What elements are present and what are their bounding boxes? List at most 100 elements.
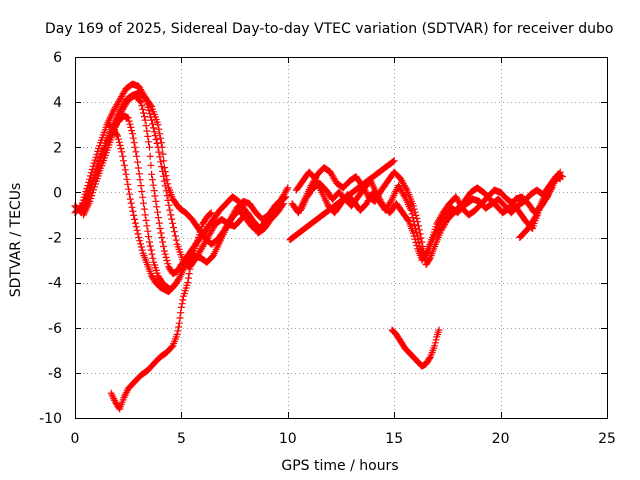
data-point-marker xyxy=(168,343,176,351)
data-point-marker xyxy=(169,219,177,227)
data-point-marker xyxy=(160,243,167,250)
data-point-marker xyxy=(165,201,173,209)
data-point-marker xyxy=(189,254,196,262)
data-point-marker xyxy=(142,216,150,224)
y-tick-label: 6 xyxy=(53,50,62,66)
data-point-marker xyxy=(168,215,176,223)
data-point-marker xyxy=(411,221,419,229)
data-point-marker xyxy=(123,175,131,183)
data-point-marker xyxy=(152,136,160,143)
data-point-marker xyxy=(124,114,132,122)
data-point-marker xyxy=(409,229,417,237)
data-point-marker xyxy=(154,208,162,216)
data-point-marker xyxy=(177,303,185,311)
data-point-marker xyxy=(125,185,133,193)
data-point-marker xyxy=(138,102,146,110)
y-tick-label: 4 xyxy=(53,95,62,111)
data-point-marker xyxy=(135,234,143,241)
data-point-marker xyxy=(149,254,157,262)
data-point-marker xyxy=(157,229,165,237)
data-point-marker xyxy=(284,184,292,192)
data-point-marker xyxy=(160,157,168,165)
data-point-marker xyxy=(147,161,155,169)
data-point-marker xyxy=(412,239,420,246)
y-tick-label: 0 xyxy=(53,185,62,201)
data-point-marker xyxy=(137,240,144,248)
data-point-marker xyxy=(148,170,156,178)
data-point-marker xyxy=(149,181,157,189)
data-point-marker xyxy=(119,152,127,160)
data-point-marker xyxy=(157,139,165,147)
data-point-marker xyxy=(130,211,138,219)
data-point-marker xyxy=(156,225,164,232)
data-point-marker xyxy=(141,116,149,124)
data-point-marker xyxy=(426,255,433,263)
data-point-marker xyxy=(157,134,164,142)
data-point-marker xyxy=(133,152,141,160)
data-point-marker xyxy=(164,260,172,268)
series-arc-e-descending xyxy=(105,121,177,296)
data-point-marker xyxy=(149,124,157,132)
data-point-marker xyxy=(134,158,142,166)
data-point-marker xyxy=(130,139,138,147)
data-point-marker xyxy=(136,97,144,105)
data-point-marker xyxy=(126,190,133,198)
data-point-marker xyxy=(149,176,156,184)
data-point-marker xyxy=(133,226,141,234)
data-point-marker xyxy=(129,134,137,142)
data-point-marker xyxy=(389,158,397,165)
data-point-marker xyxy=(143,127,151,135)
data-point-marker xyxy=(163,257,171,264)
y-axis-label: SDTVAR / TECUs xyxy=(8,183,24,298)
data-point-marker xyxy=(113,131,121,139)
data-point-marker xyxy=(132,148,140,156)
data-point-marker xyxy=(188,258,196,266)
data-point-marker xyxy=(146,143,153,151)
data-point-marker xyxy=(116,141,124,149)
data-point-marker xyxy=(139,105,147,113)
data-point-marker xyxy=(431,339,439,347)
data-point-marker xyxy=(160,164,168,172)
data-point-marker xyxy=(408,210,416,218)
data-point-marker xyxy=(127,199,135,207)
data-point-marker xyxy=(160,247,168,255)
series-arc-f-rising xyxy=(107,209,215,413)
data-point-marker xyxy=(128,127,136,135)
data-point-marker xyxy=(404,216,412,224)
data-point-marker xyxy=(148,116,156,124)
data-point-marker xyxy=(139,193,147,201)
data-point-marker xyxy=(144,227,152,235)
data-point-marker xyxy=(432,336,440,344)
data-point-marker xyxy=(126,120,134,128)
y-tick-label: -8 xyxy=(48,366,62,382)
data-point-marker xyxy=(140,205,148,213)
y-tick-label: -10 xyxy=(39,411,62,427)
data-point-marker xyxy=(127,123,135,131)
data-point-marker xyxy=(137,243,145,251)
data-point-marker xyxy=(154,121,162,129)
data-point-marker xyxy=(137,98,145,106)
data-point-marker xyxy=(120,161,128,169)
data-point-marker xyxy=(140,109,147,117)
data-point-marker xyxy=(283,186,291,193)
data-point-marker xyxy=(173,331,181,338)
x-tick-label: 5 xyxy=(177,431,186,447)
data-point-marker xyxy=(435,326,443,334)
x-tick-labels: 0 5 10 15 20 25 xyxy=(71,431,616,447)
data-point-marker xyxy=(145,138,153,146)
x-tick-label: 20 xyxy=(492,431,510,447)
data-point-marker xyxy=(162,253,170,261)
data-point-marker xyxy=(153,139,161,147)
data-point-marker xyxy=(144,132,152,140)
data-point-marker xyxy=(413,242,421,250)
data-point-marker xyxy=(136,176,144,184)
data-point-marker xyxy=(124,180,132,188)
data-point-marker xyxy=(146,242,154,250)
data-point-marker xyxy=(114,135,122,143)
data-point-marker xyxy=(155,219,163,227)
data-point-marker xyxy=(166,206,174,214)
series-isolated xyxy=(286,157,398,244)
data-point-marker xyxy=(85,178,93,186)
data-point-marker xyxy=(159,238,167,246)
